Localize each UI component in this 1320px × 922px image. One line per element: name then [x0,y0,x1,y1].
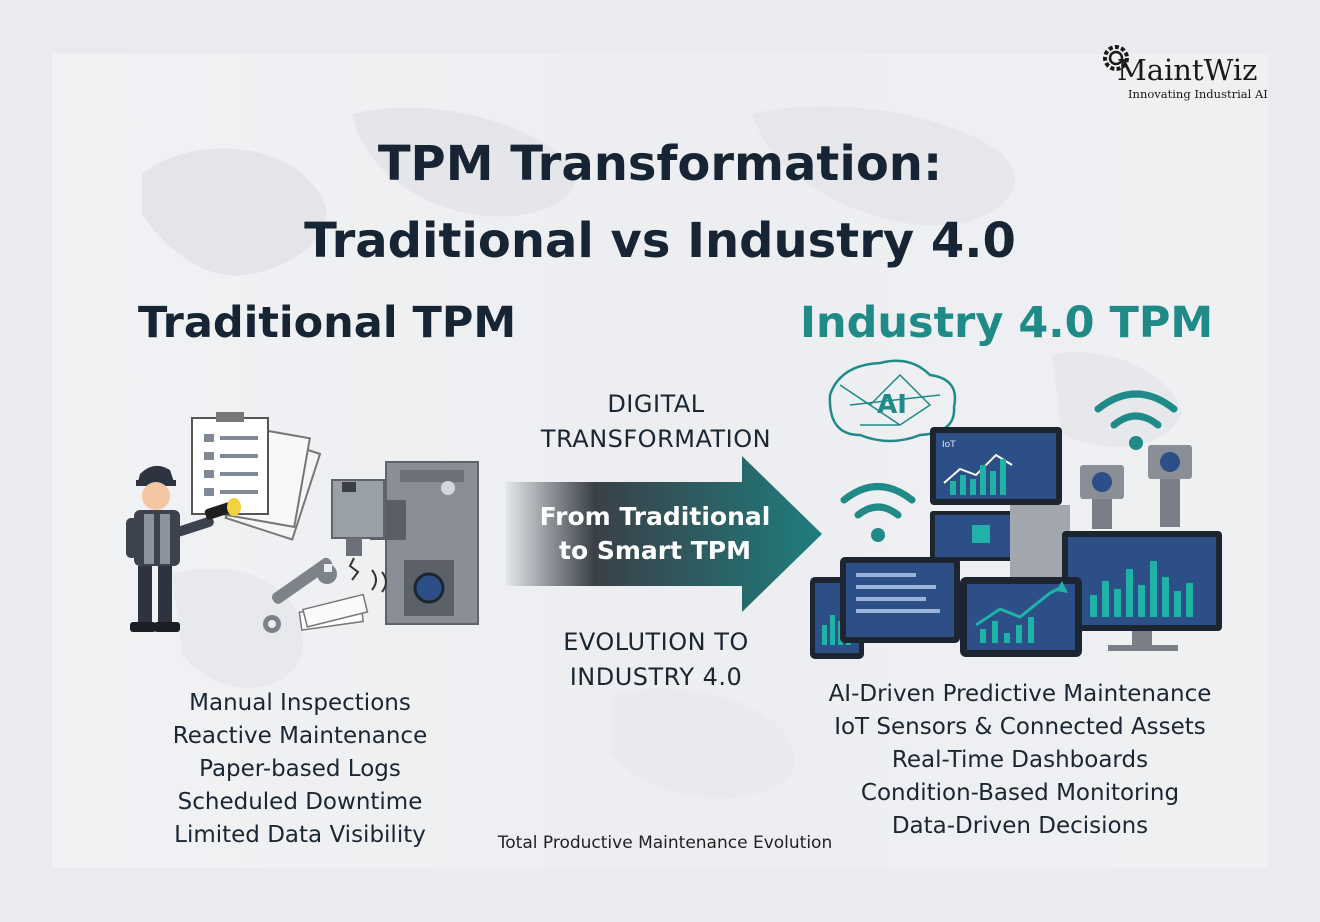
list-item: Reactive Maintenance [172,723,428,749]
list-item: Limited Data Visibility [174,822,426,848]
list-item: AI-Driven Predictive Maintenance [828,681,1212,707]
list-item: Paper-based Logs [199,756,401,782]
svg-text:IoT: IoT [942,440,956,450]
clipboard-icon [191,412,322,541]
footer-caption: Total Productive Maintenance Evolution [497,833,833,853]
list-item: Data-Driven Decisions [891,813,1149,839]
industry40-features-list: AI-Driven Predictive Maintenance IoT Sen… [790,678,1250,843]
page-title-line1: TPM Transformation: [377,136,943,192]
list-item: Condition-Based Monitoring [860,780,1180,806]
traditional-features-list: Manual Inspections Reactive Maintenance … [140,687,460,852]
wifi-icon-right [1094,390,1178,429]
tablet-trend-chart [960,577,1082,657]
evolution-label: EVOLUTION TO INDUSTRY 4.0 [563,628,749,691]
digital-transformation-label: DIGITAL TRANSFORMATION [540,390,772,453]
page-title-line2: Traditional vs Industry 4.0 [304,213,1016,269]
world-map-background [142,106,1182,799]
worker-with-flashlight-icon [126,465,241,632]
transformation-arrow [506,456,822,612]
industry40-illustration: AI IoT [810,359,1222,659]
traditional-heading: Traditional TPM [138,298,517,348]
brand-tagline: Innovating Industrial AI [1128,87,1268,101]
maintwiz-logo-gear-icon [1103,45,1129,71]
list-item: Real-Time Dashboards [891,747,1149,773]
ai-brain-icon: AI [828,359,957,443]
list-item: Manual Inspections [189,690,411,716]
brand-name: MaintWiz [1117,53,1258,87]
wrench-icon [263,557,337,633]
industry40-heading: Industry 4.0 TPM [800,298,1214,348]
iot-dashboard-monitor: IoT [930,427,1062,505]
traditional-illustration [126,412,479,633]
list-item: IoT Sensors & Connected Assets [834,714,1206,740]
analytics-large-monitor [1062,531,1222,651]
wifi-icon-left [840,483,916,519]
list-item: Scheduled Downtime [177,789,423,815]
paper-logs-icon [298,593,369,631]
tablet-list-view [840,557,960,643]
industrial-machine-icon [331,461,479,625]
arrow-caption: From Traditional to Smart TPM [539,502,771,565]
svg-text:AI: AI [877,390,907,420]
